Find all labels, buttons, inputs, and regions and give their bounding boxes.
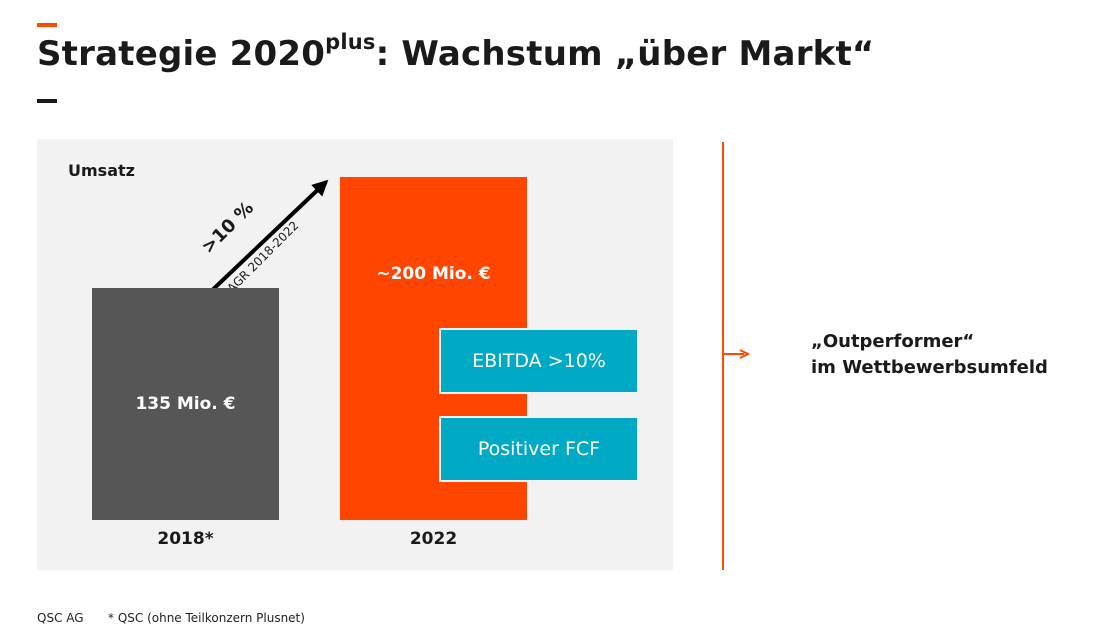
bar-2018: 135 Mio. € [92,288,279,520]
bar-2018-value-label: 135 Mio. € [135,394,236,415]
kpi-fcf-box: Positiver FCF [439,416,639,482]
title-superscript: plus [325,30,376,54]
title-underline-bar [37,99,57,103]
category-label-2018: 2018* [157,529,214,549]
outperformer-line-1: „Outperformer“ [811,331,975,352]
kpi-ebitda-box: EBITDA >10% [439,328,639,394]
footer-company: QSC AG [37,611,84,625]
category-label-2022: 2022 [409,529,458,549]
outperformer-line-2: im Wettbewerbsumfeld [811,357,1048,378]
outperformer-statement: „Outperformer“ im Wettbewerbsumfeld [811,329,1048,381]
revenue-chart: Umsatz >10 % CAGR 2018-2022 135 Mio. € ~… [37,139,673,570]
chart-label: Umsatz [68,161,135,180]
arrow-right-icon [723,349,751,359]
title-accent-bar [37,23,57,27]
footer-footnote: * QSC (ohne Teilkonzern Plusnet) [108,611,305,625]
vertical-divider [722,142,724,570]
page-title: Strategie 2020plus: Wachstum „über Markt… [37,30,875,74]
bar-2022-value-label: ~200 Mio. € [376,264,491,284]
